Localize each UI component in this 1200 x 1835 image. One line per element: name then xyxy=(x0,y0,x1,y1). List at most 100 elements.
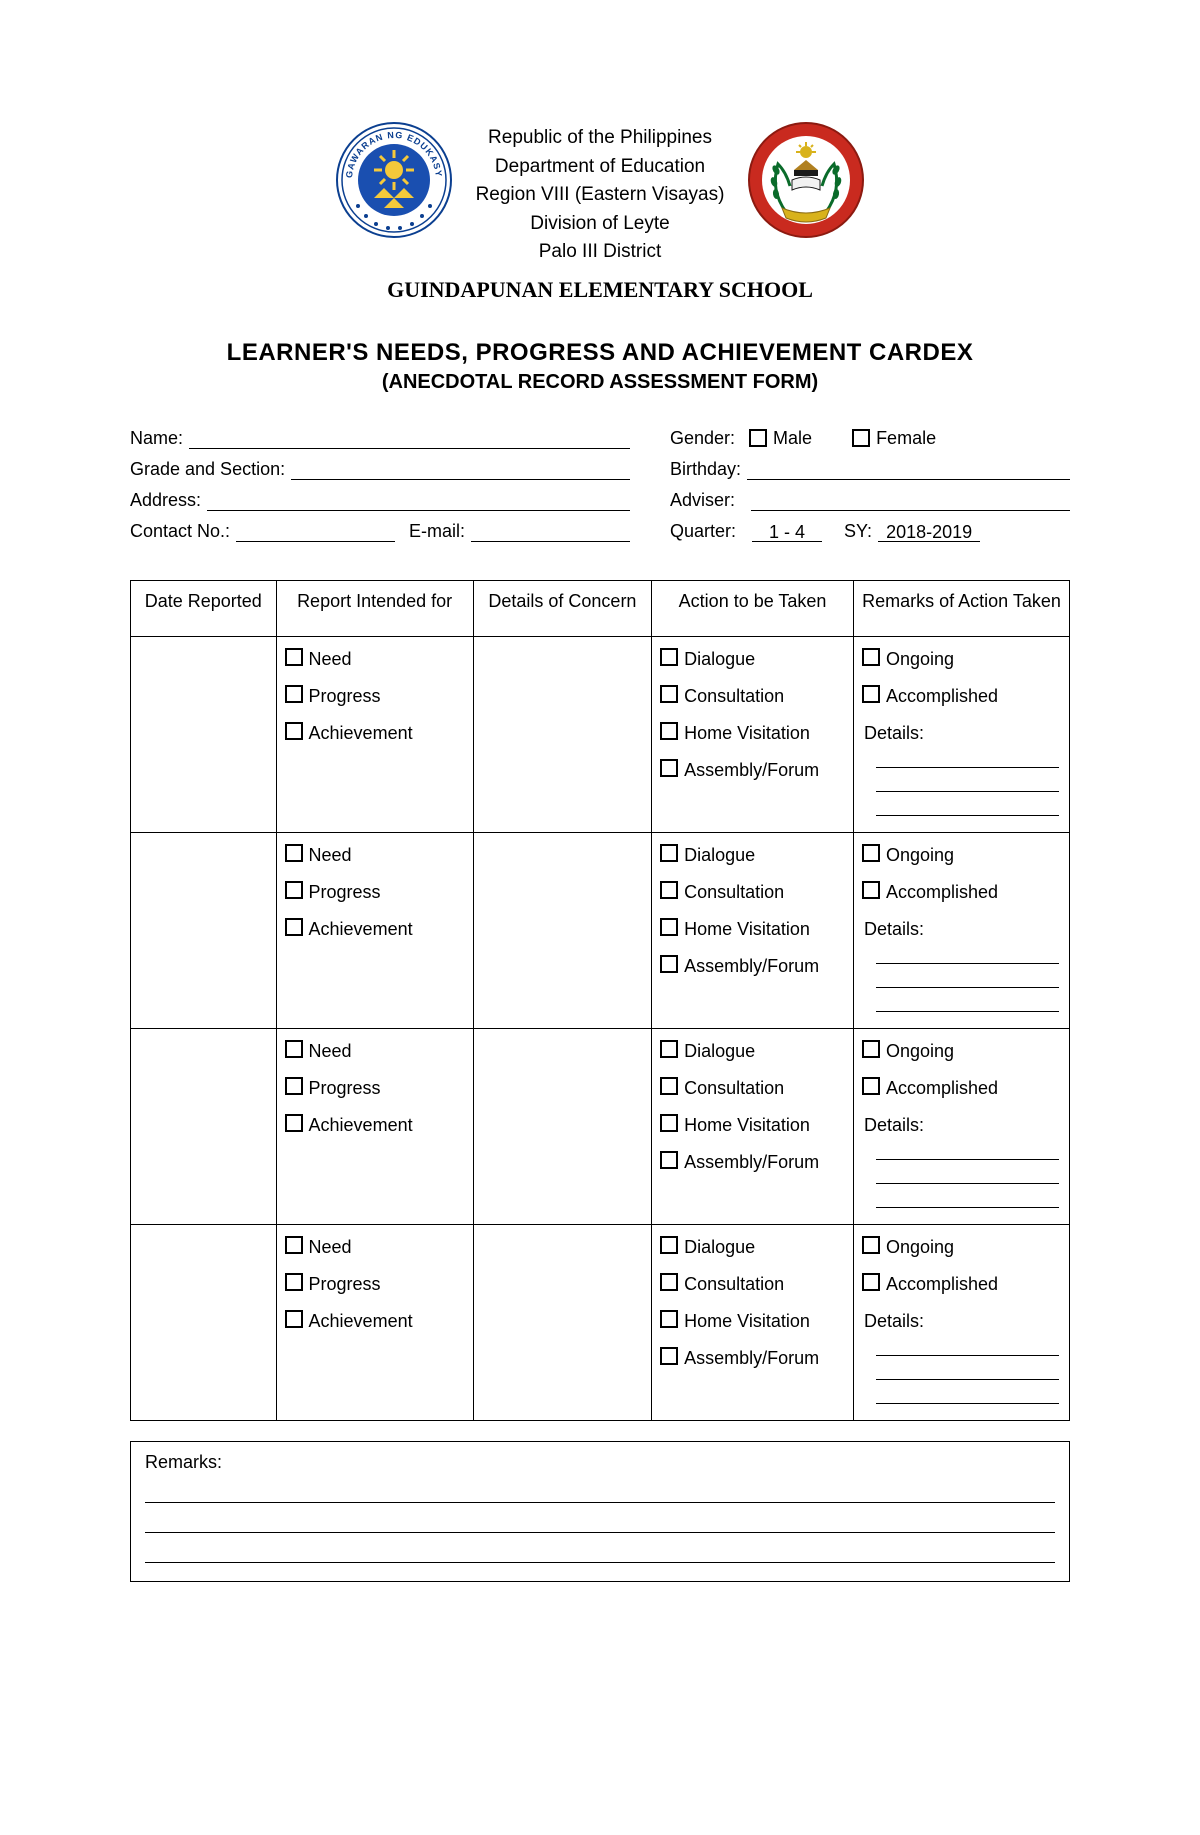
checkbox-consultation[interactable] xyxy=(660,1077,678,1095)
checkbox-accomplished[interactable] xyxy=(862,685,880,703)
checkbox-home-visitation[interactable] xyxy=(660,1310,678,1328)
cell-action: DialogueConsultationHome VisitationAssem… xyxy=(652,636,854,832)
details-line[interactable] xyxy=(876,752,1059,768)
remarks-line-3[interactable] xyxy=(145,1541,1055,1563)
checkbox-label: Ongoing xyxy=(886,649,954,670)
checkbox-ongoing[interactable] xyxy=(862,844,880,862)
details-line[interactable] xyxy=(876,1388,1059,1404)
remarks-line-2[interactable] xyxy=(145,1511,1055,1533)
checkbox-home-visitation[interactable] xyxy=(660,1114,678,1132)
checkbox-accomplished[interactable] xyxy=(862,1077,880,1095)
th-date: Date Reported xyxy=(131,580,277,636)
cell-details[interactable] xyxy=(473,1224,651,1420)
checkbox-label: Need xyxy=(309,1237,352,1258)
checkbox-consultation[interactable] xyxy=(660,1273,678,1291)
address-field[interactable] xyxy=(207,491,630,511)
th-action: Action to be Taken xyxy=(652,580,854,636)
female-checkbox[interactable] xyxy=(852,429,870,447)
checkbox-assembly-forum[interactable] xyxy=(660,955,678,973)
checkbox-progress[interactable] xyxy=(285,881,303,899)
table-row: NeedProgressAchievementDialogueConsultat… xyxy=(131,1028,1070,1224)
cell-details[interactable] xyxy=(473,832,651,1028)
birthday-field[interactable] xyxy=(747,460,1070,480)
checkbox-assembly-forum[interactable] xyxy=(660,759,678,777)
details-line[interactable] xyxy=(876,1364,1059,1380)
checkbox-achievement[interactable] xyxy=(285,1114,303,1132)
header-line-3: Region VIII (Eastern Visayas) xyxy=(476,181,725,210)
checkbox-label: Accomplished xyxy=(886,686,998,707)
info-left-column: Name: Grade and Section: Address: Contac… xyxy=(130,428,630,552)
checkbox-need[interactable] xyxy=(285,648,303,666)
quarter-value[interactable]: 1 - 4 xyxy=(752,522,822,542)
th-details: Details of Concern xyxy=(473,580,651,636)
checkbox-consultation[interactable] xyxy=(660,881,678,899)
checkbox-label: Need xyxy=(309,1041,352,1062)
details-line[interactable] xyxy=(876,1192,1059,1208)
checkbox-dialogue[interactable] xyxy=(660,1236,678,1254)
checkbox-ongoing[interactable] xyxy=(862,648,880,666)
checkbox-label: Need xyxy=(309,845,352,866)
checkbox-dialogue[interactable] xyxy=(660,1040,678,1058)
checkbox-progress[interactable] xyxy=(285,1077,303,1095)
checkbox-home-visitation[interactable] xyxy=(660,918,678,936)
grade-field[interactable] xyxy=(291,460,630,480)
header-line-4: Division of Leyte xyxy=(476,210,725,239)
details-label: Details: xyxy=(864,919,1061,940)
cell-details[interactable] xyxy=(473,1028,651,1224)
details-label: Details: xyxy=(864,1115,1061,1136)
details-line[interactable] xyxy=(876,1168,1059,1184)
checkbox-label: Achievement xyxy=(309,723,413,744)
checkbox-achievement[interactable] xyxy=(285,722,303,740)
details-line[interactable] xyxy=(876,1340,1059,1356)
details-line[interactable] xyxy=(876,948,1059,964)
email-label: E-mail: xyxy=(409,521,465,542)
details-line[interactable] xyxy=(876,1144,1059,1160)
checkbox-need[interactable] xyxy=(285,1040,303,1058)
checkbox-consultation[interactable] xyxy=(660,685,678,703)
checkbox-home-visitation[interactable] xyxy=(660,722,678,740)
adviser-field[interactable] xyxy=(751,491,1070,511)
checkbox-accomplished[interactable] xyxy=(862,1273,880,1291)
cell-date[interactable] xyxy=(131,1028,277,1224)
checkbox-achievement[interactable] xyxy=(285,918,303,936)
checkbox-label: Dialogue xyxy=(684,649,755,670)
contact-field[interactable] xyxy=(236,522,395,542)
sy-value[interactable]: 2018-2019 xyxy=(878,522,980,542)
email-field[interactable] xyxy=(471,522,630,542)
cell-date[interactable] xyxy=(131,636,277,832)
checkbox-accomplished[interactable] xyxy=(862,881,880,899)
details-line[interactable] xyxy=(876,776,1059,792)
checkbox-assembly-forum[interactable] xyxy=(660,1347,678,1365)
checkbox-dialogue[interactable] xyxy=(660,648,678,666)
remarks-line-1[interactable] xyxy=(145,1481,1055,1503)
details-label: Details: xyxy=(864,1311,1061,1332)
checkbox-need[interactable] xyxy=(285,844,303,862)
birthday-label: Birthday: xyxy=(670,459,741,480)
details-line[interactable] xyxy=(876,972,1059,988)
name-field[interactable] xyxy=(189,429,630,449)
checkbox-label: Ongoing xyxy=(886,1237,954,1258)
cell-remarks: OngoingAccomplishedDetails: xyxy=(854,1224,1070,1420)
checkbox-ongoing[interactable] xyxy=(862,1236,880,1254)
cell-date[interactable] xyxy=(131,832,277,1028)
checkbox-dialogue[interactable] xyxy=(660,844,678,862)
male-checkbox[interactable] xyxy=(749,429,767,447)
checkbox-label: Assembly/Forum xyxy=(684,956,819,977)
details-line[interactable] xyxy=(876,996,1059,1012)
checkbox-progress[interactable] xyxy=(285,1273,303,1291)
details-line[interactable] xyxy=(876,800,1059,816)
checkbox-label: Achievement xyxy=(309,919,413,940)
checkbox-assembly-forum[interactable] xyxy=(660,1151,678,1169)
checkbox-label: Consultation xyxy=(684,1274,784,1295)
cell-date[interactable] xyxy=(131,1224,277,1420)
checkbox-achievement[interactable] xyxy=(285,1310,303,1328)
checkbox-ongoing[interactable] xyxy=(862,1040,880,1058)
remarks-box: Remarks: xyxy=(130,1441,1070,1582)
checkbox-label: Progress xyxy=(309,1274,381,1295)
cell-details[interactable] xyxy=(473,636,651,832)
female-label: Female xyxy=(876,428,936,449)
th-intended: Report Intended for xyxy=(276,580,473,636)
checkbox-progress[interactable] xyxy=(285,685,303,703)
cell-remarks: OngoingAccomplishedDetails: xyxy=(854,636,1070,832)
checkbox-need[interactable] xyxy=(285,1236,303,1254)
